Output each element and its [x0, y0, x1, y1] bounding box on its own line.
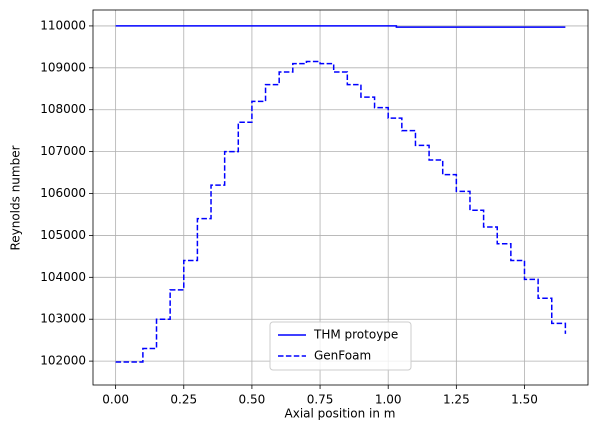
- y-tick-label: 105000: [40, 228, 86, 242]
- plot-frame: [92, 9, 589, 386]
- x-axis-label: Axial position in m: [285, 407, 396, 421]
- x-tick-label: 0.50: [239, 393, 266, 407]
- legend: THM protoype GenFoam: [269, 321, 412, 371]
- y-tick-label: 103000: [40, 312, 86, 326]
- y-axis-label: Reynolds number: [9, 145, 23, 250]
- x-tick-label: 0.00: [102, 393, 129, 407]
- x-tick-label: 1.25: [443, 393, 470, 407]
- y-tick-label: 107000: [40, 144, 86, 158]
- x-tick-label: 1.50: [511, 393, 538, 407]
- x-tick-label: 1.00: [375, 393, 402, 407]
- legend-label: GenFoam: [314, 349, 371, 363]
- legend-box: [269, 321, 412, 371]
- y-tick-label: 106000: [40, 186, 86, 200]
- y-tick-label: 104000: [40, 270, 86, 284]
- y-tick-label: 102000: [40, 354, 86, 368]
- y-tick-label: 109000: [40, 60, 86, 74]
- x-tick-label: 0.75: [307, 393, 334, 407]
- legend-label: THM protoype: [313, 328, 398, 342]
- series-line: [115, 25, 566, 28]
- series-line: [115, 60, 567, 363]
- y-tick-label: 110000: [40, 18, 86, 32]
- y-tick-label: 108000: [40, 102, 86, 116]
- x-tick-label: 0.25: [170, 393, 197, 407]
